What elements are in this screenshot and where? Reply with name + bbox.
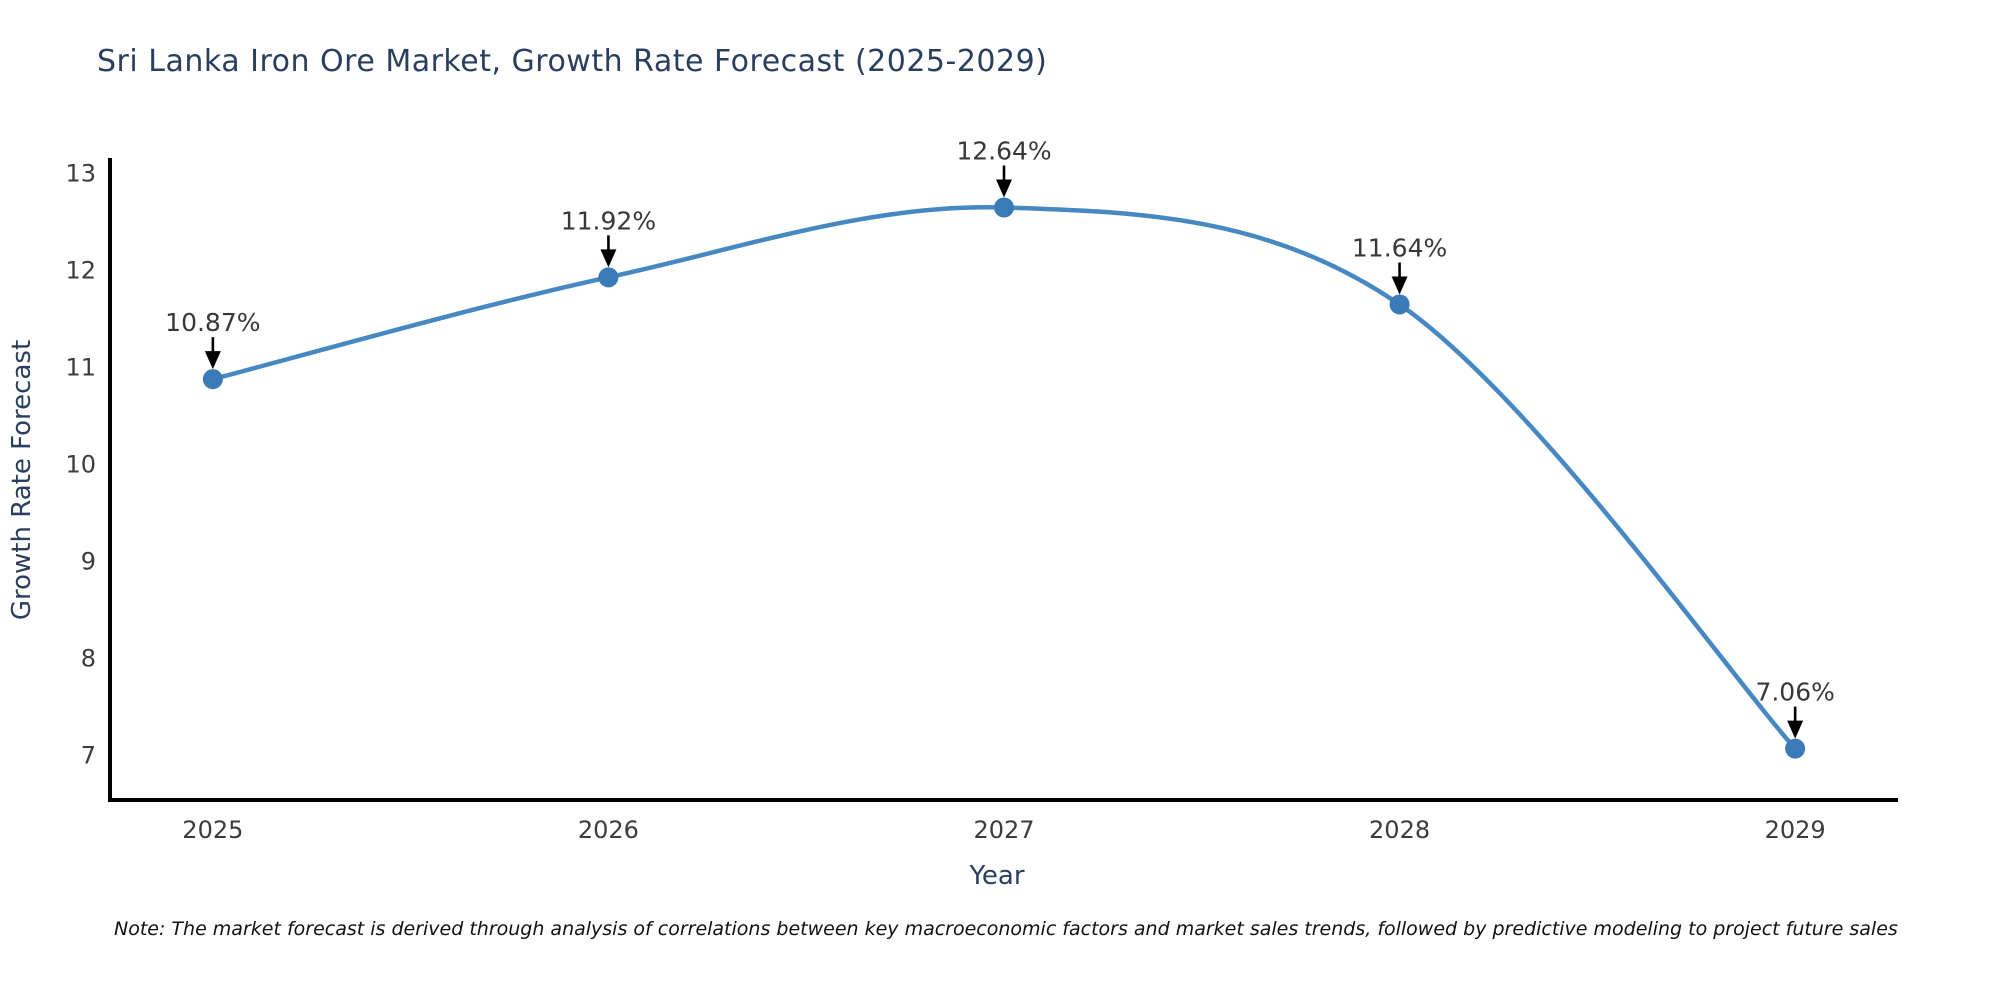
annotation-arrow-head-icon xyxy=(1787,720,1804,739)
axes-layer: 7 8 9 10 11 12 13 2025 2026 2027 2028 2029 xyxy=(65,158,1898,844)
chart-title: Sri Lanka Iron Ore Market, Growth Rate F… xyxy=(97,44,1048,79)
x-tick-label: 2029 xyxy=(1765,816,1826,844)
annotation-arrow-head-icon xyxy=(204,351,221,370)
forecast-line-series xyxy=(202,197,1806,759)
data-point-label: 11.92% xyxy=(561,206,656,235)
y-tick-label: 13 xyxy=(65,160,96,188)
data-point-marker xyxy=(598,267,619,288)
y-axis-title: Growth Rate Forecast xyxy=(7,340,37,620)
annotation-arrow-head-icon xyxy=(996,179,1012,198)
data-point-marker xyxy=(1785,738,1806,759)
x-tick-label: 2025 xyxy=(182,816,243,844)
data-point-label: 12.64% xyxy=(956,137,1051,166)
y-tick-label: 12 xyxy=(65,257,96,285)
y-tick-label: 9 xyxy=(81,547,96,575)
data-point-label: 11.64% xyxy=(1352,233,1447,262)
forecast-line xyxy=(210,204,1798,751)
data-point-label: 10.87% xyxy=(165,308,260,337)
x-tick-label: 2026 xyxy=(578,816,639,844)
data-point-label: 7.06% xyxy=(1755,678,1834,707)
annotation-layer: 10.87% 11.92% 12.64% 11.64% 7.06% xyxy=(165,137,1835,739)
annotation-arrow-head-icon xyxy=(1391,276,1408,295)
y-tick-label: 7 xyxy=(81,741,96,769)
x-tick-label: 2028 xyxy=(1369,816,1430,844)
annotation-arrow-head-icon xyxy=(600,249,617,268)
footnote: Note: The market forecast is derived thr… xyxy=(114,918,1898,940)
data-point-marker xyxy=(994,197,1014,218)
y-tick-label: 11 xyxy=(65,354,96,382)
x-axis-title: Year xyxy=(968,861,1024,891)
y-tick-label: 8 xyxy=(81,644,96,672)
data-point-marker xyxy=(202,369,223,390)
x-tick-label: 2027 xyxy=(973,816,1034,844)
y-tick-label: 10 xyxy=(65,451,96,479)
data-point-marker xyxy=(1389,294,1410,315)
